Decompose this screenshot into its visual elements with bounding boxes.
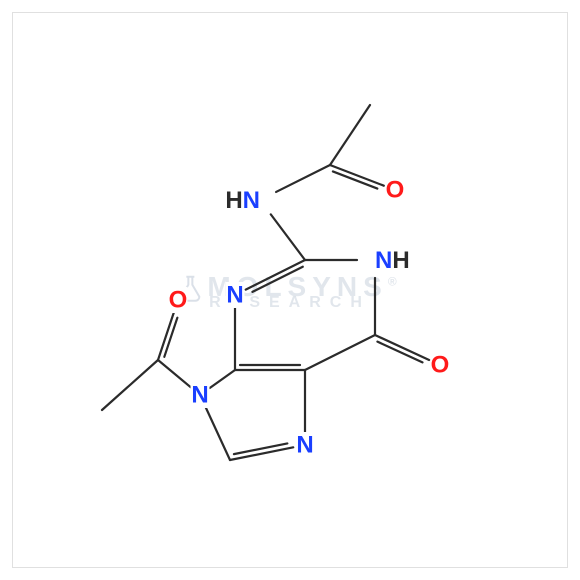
atom-o_left: O xyxy=(169,287,188,314)
atom-n9: N xyxy=(191,382,208,409)
atom-o6: O xyxy=(431,352,450,379)
atom-hn_top: HN xyxy=(225,187,260,214)
bond-layer xyxy=(102,105,429,460)
molecule-diagram: O HN NH N O N N O xyxy=(0,0,580,580)
atom-n1: NH xyxy=(375,247,410,274)
atom-o_top: O xyxy=(386,177,405,204)
atom-n3: N xyxy=(226,282,243,309)
atom-n7: N xyxy=(296,432,313,459)
